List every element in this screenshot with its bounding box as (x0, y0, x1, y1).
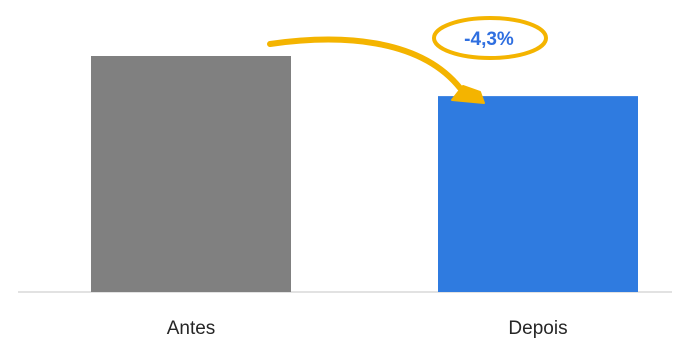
change-percent-label: -4,3% (464, 29, 514, 50)
category-labels: Antes Depois (167, 318, 568, 339)
category-label-antes: Antes (167, 318, 216, 339)
bars-layer (91, 56, 638, 293)
bar-antes (91, 56, 291, 292)
annotation-highlight-circle (432, 16, 548, 60)
bar-depois (438, 96, 638, 293)
change-annotation: -4,3% (267, 16, 548, 104)
annotation-arrowhead (451, 85, 485, 104)
annotation-arrow (267, 36, 463, 91)
category-label-depois: Depois (508, 318, 567, 339)
